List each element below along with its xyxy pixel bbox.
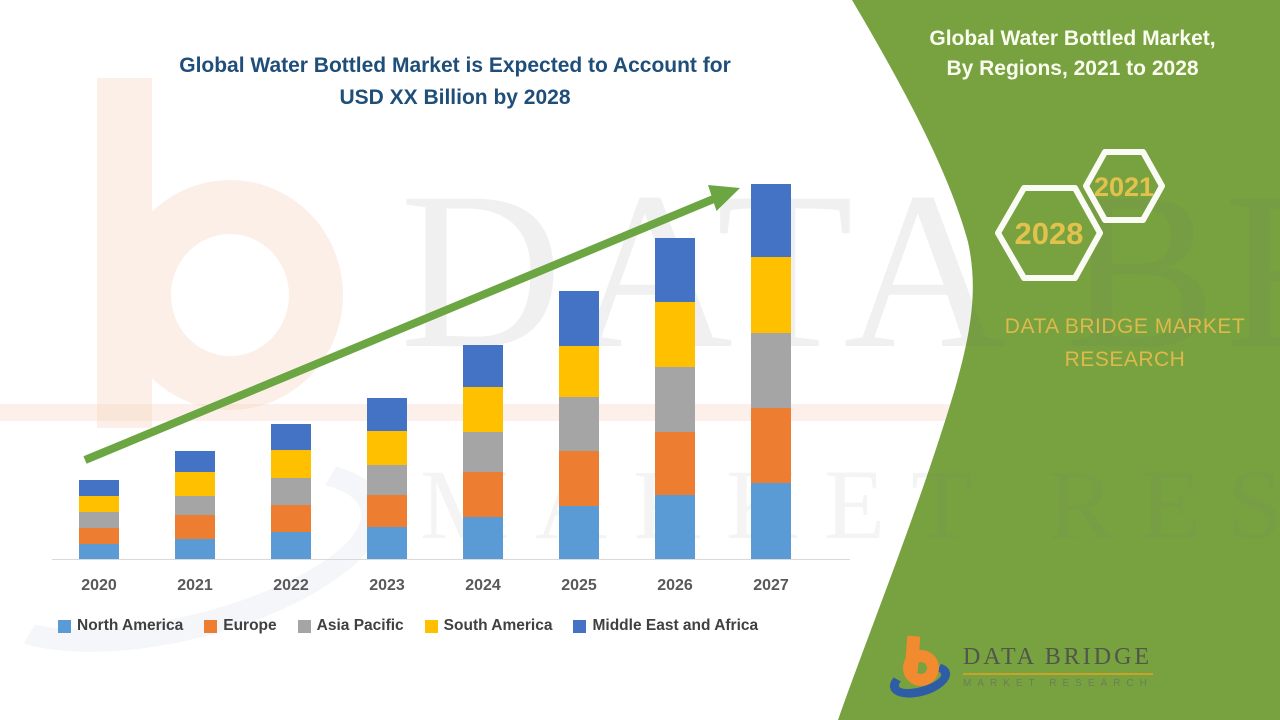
- x-axis-label-2020: 2020: [81, 577, 117, 594]
- bar-segment-2020-asia-pacific: [79, 512, 119, 528]
- bar-segment-2025-north-america: [559, 506, 599, 559]
- x-axis-label-2027: 2027: [753, 577, 789, 594]
- side-panel-title: Global Water Bottled Market, By Regions,…: [900, 24, 1245, 84]
- bar-segment-2022-north-america: [271, 532, 311, 559]
- brand-name-line2: RESEARCH: [1064, 348, 1186, 371]
- legend-swatch: [204, 619, 218, 633]
- bar-segment-2022-europe: [271, 505, 311, 532]
- bar-segment-2020-middle-east-and-africa: [79, 480, 119, 496]
- bar-segment-2023-asia-pacific: [367, 465, 407, 495]
- bar-segment-2020-north-america: [79, 544, 119, 559]
- legend-item-south-america: South America: [424, 617, 553, 635]
- legend-label: Europe: [223, 617, 277, 634]
- legend-label: North America: [77, 617, 184, 634]
- legend-swatch: [424, 619, 438, 633]
- bar-segment-2021-europe: [175, 515, 215, 539]
- logo-tagline: MARKET RESEARCH: [963, 678, 1153, 689]
- legend-swatch: [573, 619, 587, 633]
- bar-segment-2024-north-america: [463, 517, 503, 559]
- side-panel-title-line2: By Regions, 2021 to 2028: [946, 57, 1199, 80]
- bar-segment-2023-north-america: [367, 527, 407, 559]
- x-axis-label-2023: 2023: [369, 577, 405, 594]
- x-axis-labels: 2020 2021 2022 2023 2024 2025 2026 2027: [0, 577, 845, 601]
- stacked-bar-2027: [751, 184, 791, 559]
- bar-segment-2026-north-america: [655, 495, 695, 559]
- bar-segment-2020-south-america: [79, 496, 119, 512]
- legend-label: Asia Pacific: [316, 617, 404, 634]
- bar-segment-2021-north-america: [175, 539, 215, 559]
- side-panel-title-line1: Global Water Bottled Market,: [929, 27, 1216, 50]
- logo-text: DATA BRIDGE MARKET RESEARCH: [963, 634, 1153, 689]
- bar-segment-2027-middle-east-and-africa: [751, 184, 791, 257]
- x-axis-label-2026: 2026: [657, 577, 693, 594]
- x-axis-label-2021: 2021: [177, 577, 213, 594]
- hexagon-badge-2028: [995, 185, 1103, 281]
- legend-item-asia-pacific: Asia Pacific: [297, 617, 404, 635]
- logo-b-bowl: [903, 650, 939, 686]
- brand-name-line1: DATA BRIDGE MARKET: [1004, 315, 1246, 338]
- brand-name-text: DATA BRIDGE MARKET RESEARCH: [955, 310, 1280, 376]
- chart-title-line2: USD XX Billion by 2028: [339, 86, 571, 109]
- legend-item-middle-east-and-africa: Middle East and Africa: [573, 617, 758, 635]
- databridge-logo-icon: [885, 634, 955, 704]
- hexagon-badge-2028-label: 2028: [1015, 216, 1084, 251]
- bar-segment-2027-north-america: [751, 483, 791, 559]
- bar-segment-2021-south-america: [175, 472, 215, 496]
- x-axis-line: [52, 559, 850, 560]
- stacked-bar-2020: [79, 480, 119, 559]
- legend-label: Middle East and Africa: [592, 617, 759, 634]
- bar-segment-2022-asia-pacific: [271, 478, 311, 505]
- databridge-logo: DATA BRIDGE MARKET RESEARCH: [885, 634, 1153, 704]
- legend-label: South America: [443, 617, 553, 634]
- chart-title: Global Water Bottled Market is Expected …: [80, 50, 830, 114]
- side-panel-shape: [838, 0, 1280, 720]
- logo-name: DATA BRIDGE: [963, 644, 1153, 675]
- legend-swatch: [58, 619, 71, 633]
- hexagon-badge-2021-label: 2021: [1094, 172, 1154, 202]
- bar-segment-2024-europe: [463, 472, 503, 517]
- bar-segment-2021-asia-pacific: [175, 496, 215, 515]
- x-axis-label-2022: 2022: [273, 577, 309, 594]
- bar-segment-2027-south-america: [751, 257, 791, 333]
- x-axis-label-2024: 2024: [465, 577, 501, 594]
- bar-segment-2027-europe: [751, 408, 791, 483]
- chart-legend: North America Europe Asia Pacific South Ame…: [58, 617, 858, 635]
- chart-title-line1: Global Water Bottled Market is Expected …: [179, 54, 731, 77]
- legend-swatch: [297, 619, 311, 633]
- legend-item-europe: Europe: [204, 617, 277, 635]
- legend-item-north-america: North America: [58, 617, 183, 635]
- bar-segment-2027-asia-pacific: [751, 333, 791, 408]
- bar-segment-2020-europe: [79, 528, 119, 544]
- x-axis-label-2025: 2025: [561, 577, 597, 594]
- bar-segment-2023-europe: [367, 495, 407, 527]
- hexagon-badge-2021: [1083, 149, 1165, 223]
